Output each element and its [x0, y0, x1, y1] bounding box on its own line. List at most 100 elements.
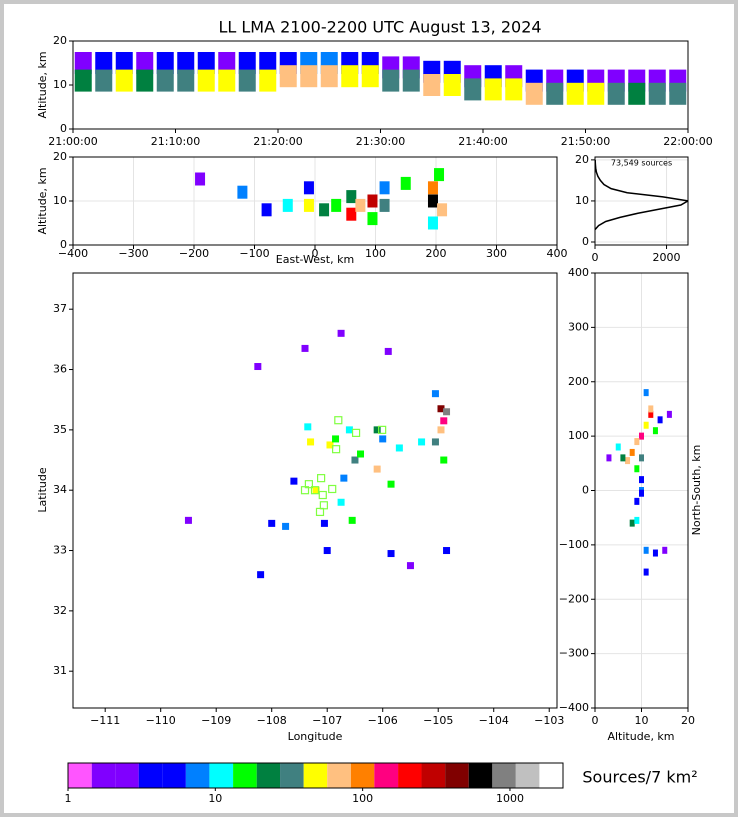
y-tick-label: −200 — [559, 592, 589, 605]
density-cell — [639, 476, 644, 484]
density-cell — [620, 454, 626, 462]
x-tick-label: −105 — [423, 714, 453, 727]
colorbar-segment — [398, 763, 422, 788]
density-cell — [177, 69, 195, 92]
density-cell — [341, 65, 359, 88]
density-cell — [261, 203, 272, 217]
density-cell — [361, 65, 379, 88]
y-tick-label: −300 — [559, 647, 589, 660]
y-tick-label: −100 — [559, 538, 589, 551]
colorbar-segment — [233, 763, 257, 788]
y-axis-label: Latitude — [36, 467, 49, 513]
colorbar-segment — [374, 763, 399, 788]
density-cell — [379, 181, 390, 195]
colorbar-tick-label: 1 — [65, 792, 72, 805]
x-tick-label: 300 — [486, 247, 507, 260]
density-cell — [643, 568, 649, 576]
density-cell — [434, 168, 445, 182]
x-tick-label: 0 — [312, 247, 319, 260]
x-tick-label: 22:00:00 — [663, 135, 712, 148]
x-tick-label: −103 — [534, 714, 564, 727]
station — [331, 445, 341, 454]
density-cell — [373, 426, 381, 434]
density-cell — [566, 82, 584, 105]
colorbar-segment — [539, 763, 563, 788]
density-cell — [290, 477, 298, 485]
station — [300, 486, 310, 495]
density-cell — [406, 562, 414, 570]
axes-frame — [72, 40, 689, 130]
density-cell — [440, 456, 448, 464]
plot-area — [184, 329, 451, 579]
density-cell — [440, 417, 448, 425]
density-cell — [74, 52, 92, 74]
x-tick-label: 21:20:00 — [253, 135, 302, 148]
y-tick-label: 100 — [568, 429, 589, 442]
x-tick-label: 21:00:00 — [48, 135, 97, 148]
density-cell — [95, 69, 113, 92]
density-cell — [648, 405, 654, 413]
y-tick-label: 36 — [53, 363, 67, 376]
density-cell — [615, 443, 621, 451]
density-cell — [607, 82, 625, 105]
density-cell — [95, 52, 113, 74]
density-cell — [427, 216, 438, 230]
density-cell — [379, 435, 387, 443]
x-tick-label: 2000 — [653, 251, 681, 264]
x-tick-label: −106 — [368, 714, 398, 727]
colorbar-segment — [91, 763, 116, 788]
density-cell — [634, 465, 640, 473]
colorbar-segment — [162, 763, 186, 788]
density-cell — [643, 421, 649, 429]
density-cell — [331, 198, 342, 212]
density-cell — [382, 69, 400, 92]
colorbar-segment — [445, 763, 469, 788]
density-cell — [337, 329, 345, 337]
x-axis-label: Altitude, km — [607, 730, 674, 743]
y-tick-label: 10 — [575, 194, 589, 207]
x-tick-label: −300 — [118, 247, 148, 260]
density-cell — [197, 52, 215, 74]
density-cell — [319, 203, 330, 217]
density-cell — [437, 203, 448, 217]
chart-title: LL LMA 2100-2200 UTC August 13, 2024 — [218, 18, 541, 37]
density-cell — [427, 181, 438, 195]
density-cell — [639, 432, 644, 440]
density-cell — [303, 181, 314, 195]
density-cell — [237, 185, 248, 199]
x-axis-label: Longitude — [288, 730, 343, 743]
density-cell — [634, 516, 640, 524]
density-cell — [373, 465, 381, 473]
y-tick-label: 37 — [53, 302, 67, 315]
density-cell — [652, 549, 658, 557]
density-cell — [320, 65, 338, 88]
station — [317, 474, 326, 483]
density-cell — [437, 426, 445, 434]
density-cell — [337, 498, 345, 506]
density-cell — [384, 347, 392, 355]
density-cell — [629, 448, 635, 456]
colorbar-segment — [138, 763, 163, 788]
colorbar-segment — [492, 763, 516, 788]
density-cell — [443, 74, 461, 96]
density-cell — [639, 489, 644, 497]
colorbar-segment — [68, 763, 92, 788]
density-cell — [669, 82, 687, 105]
density-cell — [464, 78, 482, 101]
density-cell — [367, 212, 378, 226]
y-axis-label: Altitude, km — [36, 167, 49, 234]
density-cell — [300, 65, 318, 88]
colorbar-segment — [468, 763, 493, 788]
density-cell — [279, 65, 297, 88]
density-cell — [136, 69, 154, 92]
density-cell — [156, 69, 174, 92]
x-tick-label: −400 — [58, 247, 88, 260]
density-cell — [340, 474, 348, 482]
colorbar-segment — [280, 763, 304, 788]
density-cell — [484, 78, 502, 101]
density-cell — [666, 410, 672, 418]
density-cell — [345, 426, 353, 434]
density-cell — [546, 82, 564, 105]
density-cell — [652, 427, 658, 435]
density-cell — [525, 82, 543, 105]
